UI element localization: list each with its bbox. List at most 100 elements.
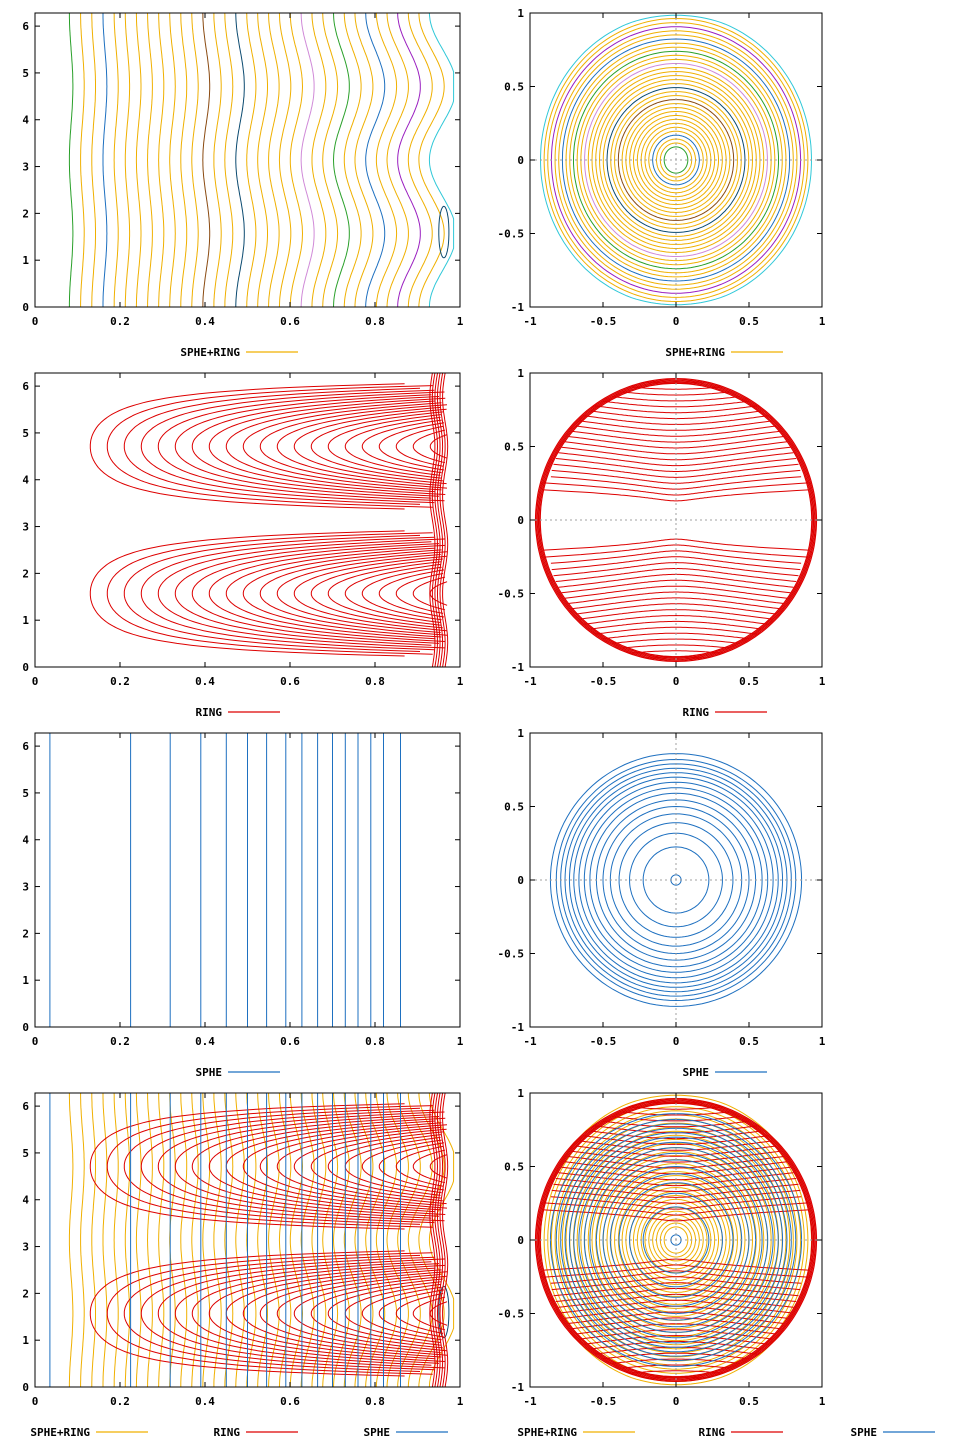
sphe-ring-contour [397,1093,421,1387]
x-tick-label: 0.2 [110,1395,130,1408]
y-tick-label: 5 [22,1147,29,1160]
y-tick-label: 0 [22,1021,29,1034]
ring-contour [579,420,773,431]
y-tick-label: 0.5 [504,441,524,454]
legend-label: SPHE [196,1066,223,1079]
ring-contour [537,380,815,660]
ring-contour [555,458,797,472]
x-tick-label: 0 [32,1395,39,1408]
y-tick-label: -0.5 [498,1308,525,1321]
x-tick-label: 0.4 [195,1035,215,1048]
ring-contour [550,1270,802,1284]
sphe-ring-contour [617,99,735,221]
ring-contour [558,573,794,588]
ring-contour [140,1109,435,1224]
ring-contour [561,1299,791,1314]
x-tick-label: 0.5 [739,315,759,328]
y-tick-label: 1 [22,254,29,267]
sphe-ring-contour [235,13,245,307]
x-tick-label: 0.5 [739,675,759,688]
sphe-ring-contour [652,134,700,186]
ring-contour [568,1311,784,1324]
sphe-ring-contour [224,1093,234,1387]
ring-contour [191,1116,440,1217]
sphe-contour [618,1182,734,1298]
sphe-ring-contour [397,13,421,307]
sphe-ring-contour [289,1093,304,1387]
ring-contour [395,573,444,614]
ring-contour [361,1139,442,1194]
ring-contour [89,530,405,657]
ring-contour [558,452,794,467]
ring-contour [412,1296,446,1331]
ring-contour [550,550,802,564]
ring-contour [439,1093,446,1387]
sphe-ring-contour [365,13,386,307]
x-tick-label: 0 [673,315,680,328]
legend-label: SPHE+RING [180,346,240,359]
ring-contour [571,430,781,443]
y-tick-label: 4 [22,834,29,847]
ring-contour [123,1107,421,1225]
polar-sphe-ring-panel: -1 -0.5 0 0.5 1 -1 -0.5 0 0.5 1 [498,7,826,328]
ring-contour [276,406,441,486]
ring-contour [434,1093,441,1387]
sphe-contour [589,792,763,968]
sphe-ring-contour [246,1093,257,1387]
sphe-ring-contour [246,13,257,307]
sphe-ring-contour [80,13,85,307]
ring-contour [537,1100,815,1380]
ring-contour [157,391,445,502]
x-tick-label: 0.4 [195,1395,215,1408]
y-tick-label: 0 [517,154,524,167]
x-tick-label: -0.5 [590,675,617,688]
sphe-ring-contour [202,1093,211,1387]
sphe-ring-contour [547,1102,805,1378]
sphe-contour [618,822,734,938]
sphe-ring-contour [124,13,131,307]
sphe-ring-contour [636,1198,716,1282]
ring-contour [612,1116,740,1122]
sphe-ring-contour [428,1093,455,1387]
sphe-ring-contour [584,63,768,257]
ring-contour [437,373,444,667]
ring-contour [259,551,448,636]
y-tick-label: -0.5 [498,948,525,961]
ring-contour [123,534,421,652]
plot-border [34,1092,461,1388]
sphe-ring-contour [407,13,433,307]
y-tick-label: 2 [22,927,29,940]
sphe-ring-contour [169,13,176,307]
sphe-contour [629,1192,723,1288]
y-tick-label: 1 [517,7,524,20]
y-tick-label: 5 [22,787,29,800]
ring-contour [293,555,447,632]
y-tick-label: 6 [22,380,29,393]
y-tick-label: 4 [22,1194,29,1207]
sphe-ring-contour [135,13,142,307]
y-tick-label: 6 [22,740,29,753]
ring-contour [595,626,757,635]
sphe-ring-contour [428,13,455,307]
sphe-ring-contour [278,13,292,307]
plot-border [529,1092,823,1388]
ring-contour [293,408,447,485]
ring-contour [595,405,757,414]
y-tick-label: 1 [22,1334,29,1347]
legend-label: SPHE+RING [665,346,725,359]
y-tick-label: 1 [22,614,29,627]
ring-contour [174,394,432,499]
sphe-ring-contour [180,13,188,307]
sphe-ring-contour [268,13,280,307]
x-tick-label: 1 [819,315,826,328]
sphe-ring-contour [158,13,165,307]
sphe-ring-contour [438,205,450,259]
sphe-ring-contour [602,83,750,237]
ring-contour [242,1122,442,1211]
ring-contour [276,1274,441,1353]
legend-label: RING [214,1426,241,1439]
ring-contour [242,549,442,638]
sphe-ring-contour [332,1093,350,1387]
ring-contour [431,373,439,667]
ring-contour [123,1254,421,1372]
